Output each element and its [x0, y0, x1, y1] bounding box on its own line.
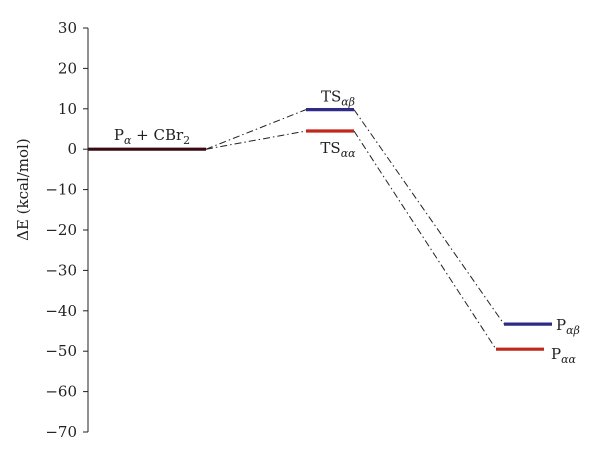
level-label-ts-ab: TSαβ — [321, 88, 355, 109]
energy-levels — [88, 108, 552, 351]
level-label-p-ab: Pαβ — [556, 316, 580, 337]
y-axis-title: ΔE (kcal/mol) — [14, 138, 32, 241]
y-tick-label: −60 — [45, 383, 77, 401]
level-label-p-aa: Pαα — [551, 345, 577, 366]
y-tick-label: 0 — [67, 140, 77, 158]
connector-ts-aa-to-p-aa — [353, 130, 497, 350]
y-tick-label: 30 — [58, 19, 77, 37]
y-tick-label: −70 — [45, 423, 77, 441]
connector-reactant-to-ts-aa — [205, 130, 307, 150]
y-ticks: 30 20 10 0 −10 −20 −30 −40 −50 −60 −70 — [45, 19, 88, 441]
connector-reactant-to-ts-ab — [205, 109, 307, 150]
y-tick-label: −20 — [45, 221, 77, 239]
connector-ts-ab-to-p-ab — [353, 109, 505, 325]
y-tick-label: 20 — [58, 59, 77, 77]
y-tick-label: 10 — [58, 100, 77, 118]
y-tick-label: −30 — [45, 261, 77, 279]
level-label-ts-aa: TSαα — [320, 139, 356, 160]
connector-lines — [205, 109, 505, 350]
y-tick-label: −40 — [45, 302, 77, 320]
y-tick-label: −50 — [45, 342, 77, 360]
y-tick-label: −10 — [45, 181, 77, 199]
level-labels: Pα + CBr2 TSαβ TSαα Pαβ Pαα — [114, 88, 580, 367]
level-label-reactant: Pα + CBr2 — [114, 126, 190, 147]
